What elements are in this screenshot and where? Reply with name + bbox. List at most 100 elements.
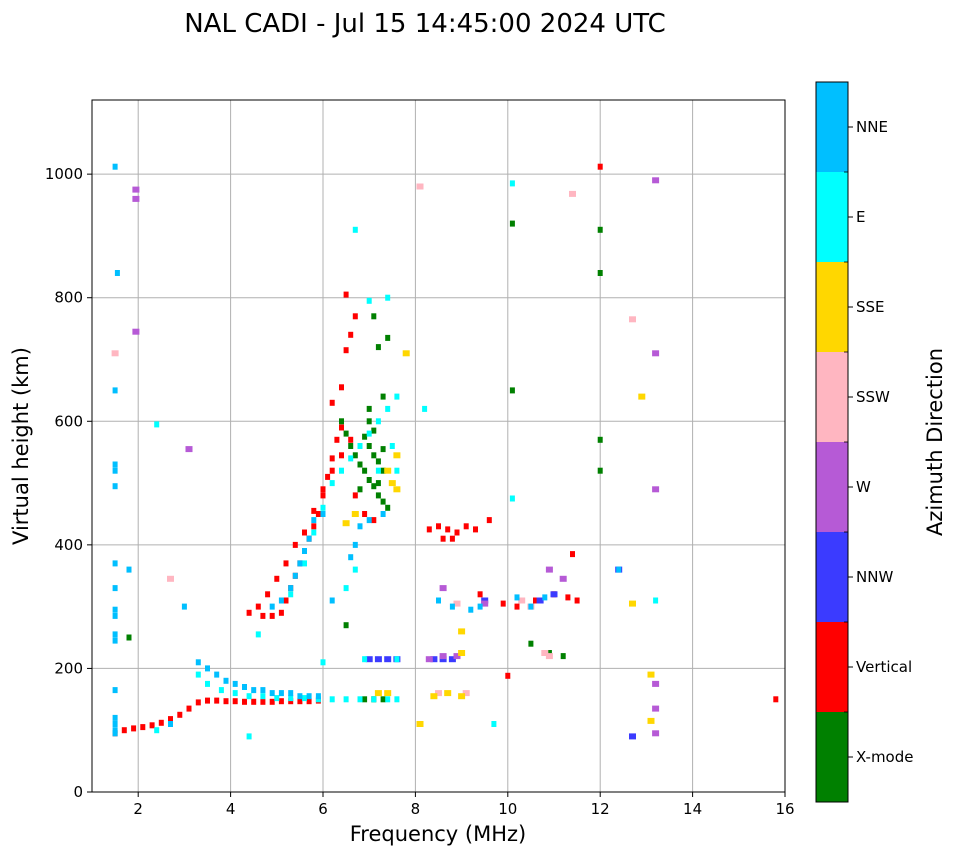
y-tick-label: 800	[54, 289, 83, 307]
point-sse	[458, 693, 466, 700]
point-vertical	[565, 594, 571, 601]
point-nnw	[536, 597, 544, 604]
point-ssw	[545, 653, 553, 660]
point-vertical	[278, 609, 284, 616]
point-vertical	[278, 698, 284, 705]
point-x-mode	[375, 492, 381, 499]
point-sse	[647, 717, 655, 724]
point-e	[389, 443, 395, 449]
point-e	[343, 696, 349, 703]
point-e	[246, 693, 252, 700]
point-vertical	[186, 705, 192, 712]
point-nne	[242, 684, 247, 690]
point-e	[371, 696, 377, 703]
point-vertical	[454, 529, 460, 536]
point-sse	[458, 628, 466, 635]
point-nnw	[448, 656, 456, 663]
point-vertical	[348, 436, 354, 443]
point-vertical	[242, 698, 247, 705]
point-vertical	[339, 424, 344, 431]
point-w	[652, 350, 660, 357]
point-vertical	[246, 609, 252, 616]
y-tick-label: 0	[73, 783, 83, 801]
point-nne	[260, 687, 266, 694]
point-w	[559, 575, 567, 582]
point-x-mode	[597, 226, 603, 233]
point-sse	[638, 393, 646, 400]
point-e	[218, 687, 224, 694]
x-tick-label: 10	[498, 800, 517, 818]
point-w	[439, 653, 447, 660]
point-nne	[302, 548, 307, 554]
point-nnw	[629, 733, 636, 740]
point-e	[385, 696, 391, 703]
point-vertical	[168, 716, 173, 723]
point-sse	[458, 650, 466, 656]
point-nne	[292, 572, 298, 579]
point-sse	[416, 721, 424, 727]
point-x-mode	[126, 634, 132, 641]
point-vertical	[297, 698, 303, 705]
point-nne	[514, 594, 520, 601]
point-sse	[393, 452, 401, 459]
point-e	[311, 529, 317, 536]
point-x-mode	[362, 433, 368, 440]
point-nne	[195, 659, 201, 666]
point-vertical	[288, 698, 294, 705]
point-vertical	[514, 603, 520, 610]
point-nne	[251, 687, 257, 694]
point-e	[394, 656, 400, 663]
point-vertical	[570, 551, 575, 558]
point-e	[260, 693, 266, 700]
point-nne	[126, 566, 132, 573]
point-nne	[288, 690, 294, 697]
point-nne	[542, 594, 548, 601]
x-tick-label: 4	[226, 800, 236, 818]
point-e	[320, 504, 326, 511]
point-x-mode	[366, 418, 372, 425]
point-x-mode	[357, 486, 363, 493]
point-e	[422, 405, 428, 412]
point-vertical	[265, 591, 271, 598]
point-e	[352, 566, 358, 573]
point-nne	[352, 541, 358, 548]
y-tick-label: 600	[54, 412, 83, 430]
point-w	[652, 705, 660, 712]
point-e	[394, 696, 400, 703]
y-tick-label: 1000	[45, 165, 83, 183]
point-vertical	[149, 722, 155, 729]
point-w	[132, 195, 140, 202]
point-w	[185, 446, 193, 453]
point-vertical	[773, 696, 779, 703]
colorbar-segment	[816, 532, 848, 622]
point-vertical	[348, 331, 354, 338]
point-nne	[311, 517, 317, 524]
point-w	[652, 486, 660, 493]
point-nne	[112, 467, 118, 474]
point-nne	[306, 693, 312, 700]
point-e	[394, 467, 400, 474]
point-vertical	[315, 511, 321, 517]
point-nne	[112, 163, 118, 170]
point-nne	[528, 603, 534, 610]
point-e	[205, 680, 210, 687]
point-vertical	[339, 384, 344, 391]
point-vertical	[283, 560, 289, 567]
point-sse	[430, 693, 438, 700]
point-x-mode	[509, 387, 515, 394]
point-sse	[374, 690, 382, 697]
point-e	[288, 695, 294, 702]
point-nne	[112, 631, 118, 638]
point-vertical	[311, 523, 317, 530]
point-nne	[449, 603, 455, 610]
point-e	[509, 180, 515, 187]
colorbar-label: NNE	[856, 118, 888, 136]
point-vertical	[121, 727, 127, 734]
point-nne	[616, 566, 622, 573]
point-sse	[351, 511, 359, 517]
point-nne	[112, 483, 118, 490]
point-vertical	[505, 672, 511, 679]
point-x-mode	[343, 430, 349, 437]
colorbar-segment	[816, 262, 848, 352]
